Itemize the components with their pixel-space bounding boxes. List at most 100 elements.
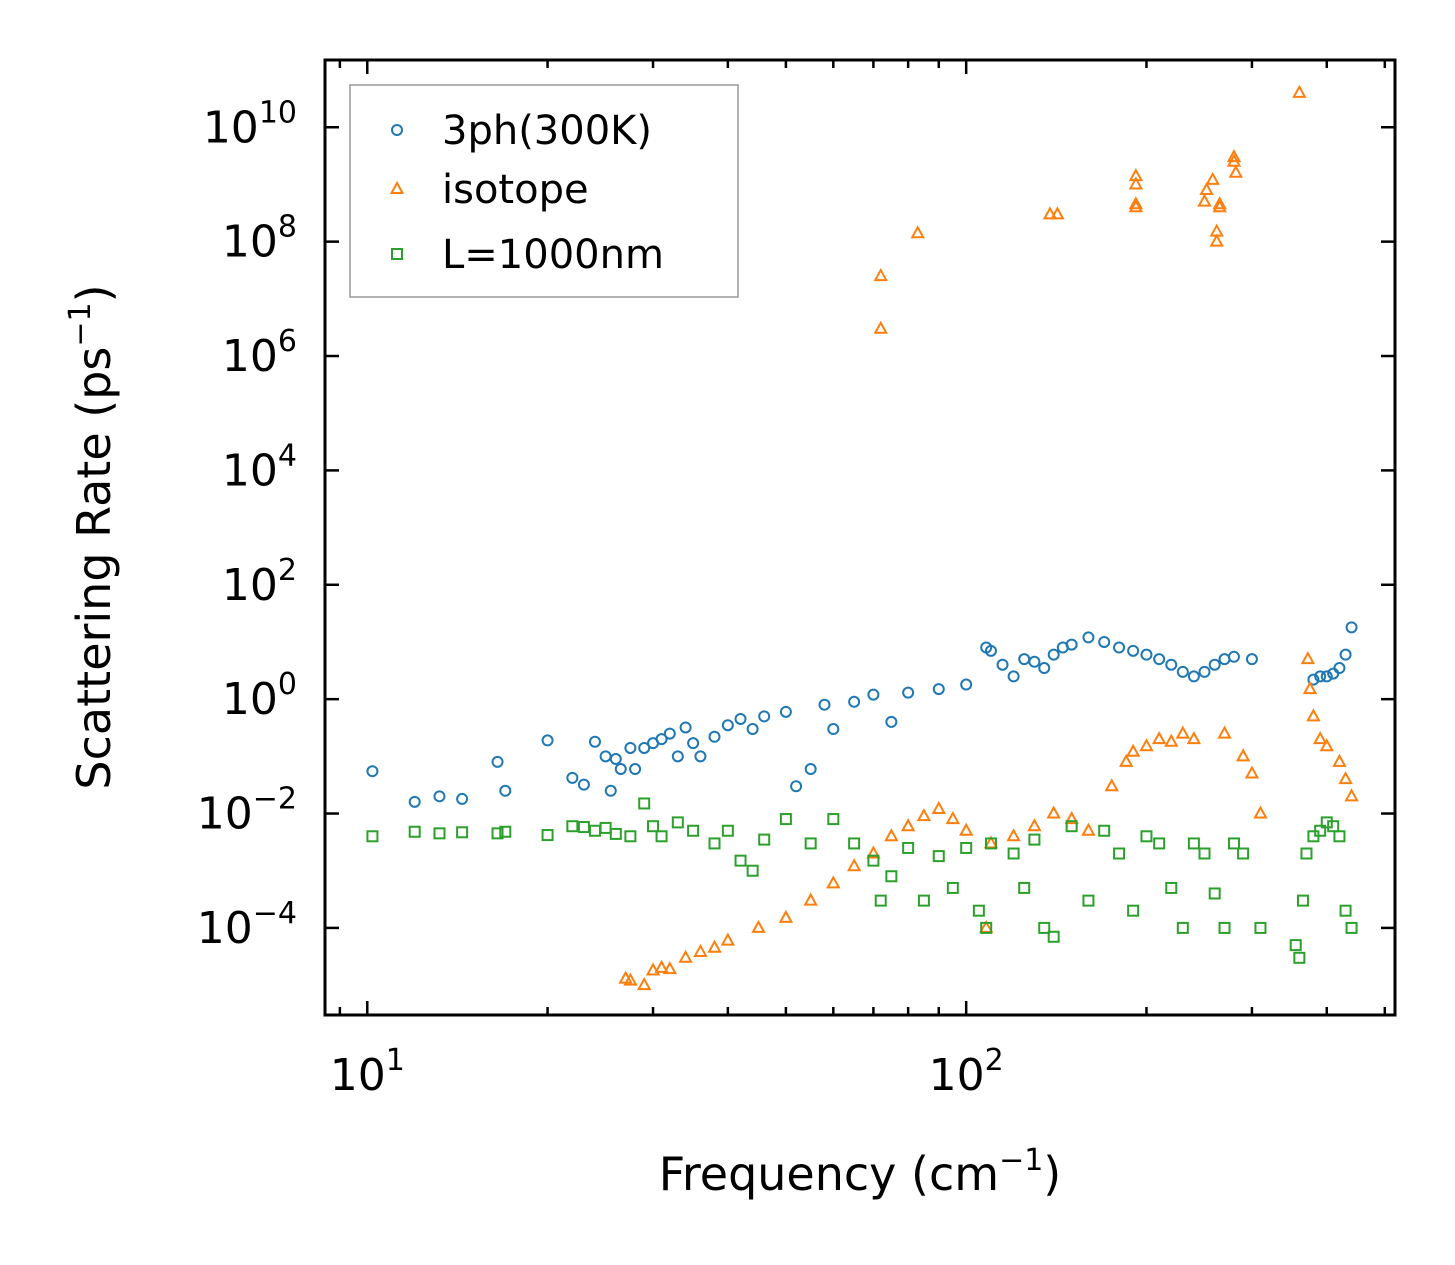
data-point: [721, 719, 734, 732]
legend: 3ph(300K) isotope L=1000nm: [349, 84, 739, 298]
data-point: [1104, 778, 1119, 792]
data-point: [1205, 171, 1220, 185]
data-point: [662, 961, 678, 975]
data-point: [984, 837, 997, 850]
data-point: [499, 784, 512, 797]
data-point: [1153, 653, 1166, 666]
data-point: [1339, 648, 1352, 661]
y-tick-label-exp: −2: [253, 782, 297, 817]
data-point: [1165, 658, 1178, 671]
data-point: [972, 904, 985, 917]
data-point: [566, 820, 579, 833]
data-point: [1235, 748, 1251, 762]
data-point: [1175, 725, 1191, 739]
data-point: [693, 943, 708, 957]
x-axis-label-sup: −1: [999, 1143, 1043, 1178]
data-point: [1307, 673, 1320, 686]
data-point: [758, 710, 771, 723]
data-point: [1128, 199, 1144, 213]
data-point: [1217, 725, 1232, 739]
y-axis-label-sup: −1: [63, 302, 98, 346]
plot-frame: [323, 58, 1397, 1017]
data-point: [1314, 824, 1327, 837]
data-point: [1338, 771, 1353, 785]
y-tick-label: 108: [222, 210, 297, 268]
data-point: [1028, 833, 1041, 846]
data-point: [1006, 828, 1021, 842]
data-point: [874, 894, 887, 907]
data-point: [433, 827, 446, 840]
data-point: [1289, 939, 1302, 952]
data-point: [790, 780, 803, 793]
data-point: [678, 949, 693, 963]
x-tick-label: 102: [929, 1043, 1004, 1101]
data-point: [902, 686, 915, 699]
data-point: [433, 790, 446, 803]
data-point: [958, 822, 974, 836]
data-point: [1292, 84, 1307, 98]
data-point: [746, 864, 759, 877]
data-point: [734, 854, 747, 867]
y-tick-label-base: 10: [203, 102, 259, 153]
data-point: [996, 658, 1009, 671]
y-tick-label: 100: [222, 667, 297, 725]
data-point: [1050, 206, 1065, 220]
data-point: [1018, 881, 1031, 894]
data-point: [1128, 196, 1144, 210]
y-tick-label-base: 10: [197, 789, 253, 840]
data-point: [848, 837, 861, 850]
data-point: [456, 792, 469, 805]
data-point: [1038, 662, 1051, 675]
x-tick-label-base: 10: [330, 1050, 386, 1101]
data-point: [1187, 670, 1200, 683]
y-tick-label: 102: [222, 553, 297, 611]
data-point: [1176, 921, 1189, 934]
data-point: [804, 837, 817, 850]
y-tick-label-base: 10: [197, 903, 253, 954]
data-point: [687, 737, 700, 750]
data-point: [945, 810, 961, 825]
data-point: [1125, 743, 1141, 757]
data-point: [873, 267, 888, 282]
data-point: [654, 959, 669, 973]
data-point: [1253, 805, 1268, 819]
data-point: [1113, 847, 1126, 860]
data-point: [1198, 665, 1211, 678]
data-point: [1226, 153, 1242, 167]
data-point: [629, 763, 642, 776]
x-tick-label-exp: 1: [386, 1043, 405, 1078]
data-point: [1212, 196, 1227, 210]
data-point: [655, 733, 668, 746]
data-point: [1199, 181, 1214, 195]
data-point: [1333, 830, 1346, 843]
y-tick-label: 10−4: [197, 896, 297, 954]
data-point: [1244, 765, 1260, 779]
data-point: [708, 730, 721, 743]
data-point: [1047, 648, 1060, 661]
y-tick-label: 10−2: [197, 782, 297, 840]
data-point: [1208, 658, 1221, 671]
data-point: [1007, 847, 1020, 860]
y-tick-label-exp: 0: [278, 667, 297, 702]
data-point: [1245, 653, 1258, 666]
data-point: [1212, 199, 1227, 213]
data-point: [609, 752, 622, 765]
data-point: [491, 827, 504, 840]
data-point: [638, 797, 651, 810]
data-point: [1227, 650, 1240, 663]
data-point: [1228, 164, 1244, 178]
data-point: [1300, 651, 1316, 665]
data-point: [1082, 631, 1095, 644]
y-axis-label-tail: ): [67, 284, 121, 302]
data-point: [687, 824, 700, 837]
data-point: [624, 741, 637, 754]
data-point: [655, 830, 668, 843]
data-point: [910, 225, 925, 239]
data-point: [960, 841, 973, 854]
data-point: [491, 755, 504, 768]
x-axis-label-tail: ): [1043, 1147, 1061, 1201]
data-point: [499, 825, 512, 838]
data-point: [1046, 805, 1061, 819]
legend-box: [349, 84, 739, 298]
